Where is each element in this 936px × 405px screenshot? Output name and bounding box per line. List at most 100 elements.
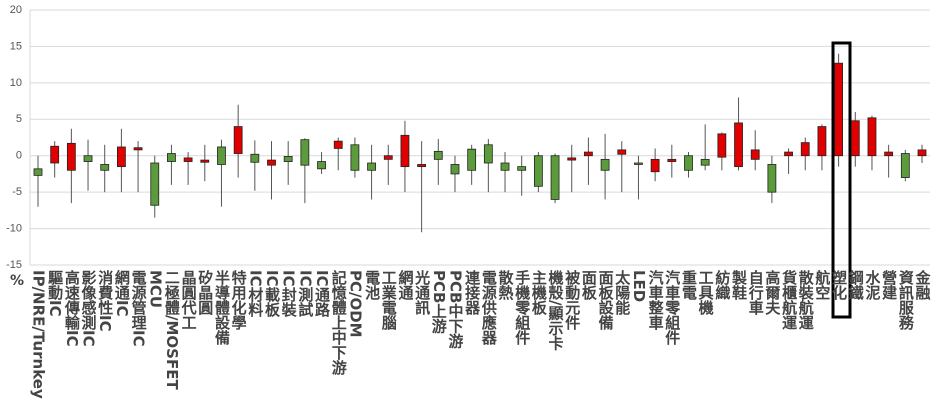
x-tick-label: 連接器 (463, 270, 481, 315)
candle-body (300, 139, 310, 166)
candle-body (483, 144, 493, 164)
candle-body (250, 153, 260, 163)
x-tick-label: 鋼鐵 (846, 270, 864, 300)
x-tick-label: 塑化 (830, 270, 848, 300)
candle-body (734, 122, 743, 168)
x-tick-label: 太陽能 (613, 270, 631, 315)
candle-body (767, 164, 777, 193)
candle-body (467, 148, 477, 171)
x-tick-label: 製鞋 (730, 270, 748, 300)
x-tick-label: 晶圓代工 (179, 270, 197, 330)
candle-body (150, 162, 160, 206)
candle-body (667, 158, 677, 162)
candle-body (867, 117, 877, 157)
x-tick-label: 資訊服務 (896, 270, 914, 330)
x-tick-label: 主機板 (529, 270, 547, 315)
x-tick-label: 被動元件 (563, 270, 581, 330)
y-tick-label: -5 (12, 186, 22, 198)
x-tick-label: 網通IC (112, 270, 130, 317)
candle-body (50, 145, 60, 164)
x-tick-label: 面板設備 (596, 270, 614, 330)
x-tick-label: PCB中下游 (446, 270, 464, 349)
candle-body (383, 155, 393, 160)
x-tick-label: PC/ODM (346, 270, 364, 338)
x-tick-label: IC通路 (313, 270, 331, 317)
x-tick-label: 網通 (396, 270, 414, 300)
x-tick-label: 工具機 (696, 270, 714, 315)
candle-body (567, 157, 577, 161)
x-tick-label: 光通訊 (413, 270, 431, 315)
x-tick-label: IC材料 (246, 270, 264, 317)
candle-body (100, 164, 110, 171)
y-tick-label: 0 (16, 150, 22, 162)
x-tick-label: 高速傳輸IC (62, 270, 80, 347)
candle-body (400, 134, 410, 168)
x-tick-label: 自行車 (746, 270, 764, 315)
y-tick-label: 5 (16, 113, 22, 125)
candle-body (267, 159, 276, 166)
candle-body (83, 155, 93, 162)
y-tick-label: 15 (10, 40, 22, 52)
x-tick-label: IC封裝 (279, 270, 297, 317)
y-tick-label: -10 (6, 222, 22, 234)
y-tick-label: -15 (6, 259, 22, 271)
x-tick-label: 工業電腦 (379, 270, 397, 330)
x-tick-label: 散裝航運 (796, 270, 814, 330)
x-tick-label: 記憶體上中下游 (329, 270, 347, 375)
y-tick-label: 20 (10, 4, 22, 16)
candle-body (200, 159, 210, 163)
x-tick-label: 營建 (880, 270, 898, 300)
x-tick-label: 矽晶圓 (196, 270, 214, 315)
x-tick-label: 電源管理IC (129, 270, 147, 347)
y-tick-label: 10 (10, 77, 22, 89)
candle-body (417, 164, 427, 168)
candle-body (500, 162, 510, 171)
candle-body (850, 120, 860, 157)
candle-body (233, 126, 243, 154)
y-axis-label: % (10, 273, 25, 289)
candle-body (183, 157, 193, 162)
x-tick-label: 航空 (813, 270, 831, 300)
x-tick-label: 機殼/顯示卡 (546, 270, 564, 351)
x-tick-label: 二極體/MOSFET (162, 270, 180, 390)
candle-body (350, 144, 360, 171)
x-tick-label: LED (629, 270, 647, 303)
candle-body (600, 158, 610, 171)
candle-body (800, 142, 810, 157)
candle-body (900, 153, 910, 178)
x-tick-label: MCU (146, 270, 164, 309)
candle-body (750, 149, 760, 160)
x-tick-label: 水泥 (863, 270, 881, 300)
candle-body (217, 146, 226, 165)
x-tick-label: 汽車整車 (646, 270, 664, 330)
x-tick-label: 半導體設備 (212, 270, 230, 345)
candle-body (317, 161, 326, 170)
candle-body (450, 164, 460, 175)
candle-body (333, 140, 343, 149)
x-tick-label: IP/NRE/Turnkey (29, 270, 47, 399)
candle-body (584, 151, 593, 157)
candle-body (116, 146, 126, 168)
candle-body (433, 150, 443, 160)
x-tick-label: 金融 (913, 270, 931, 300)
x-tick-label: 驅動IC (46, 270, 64, 317)
x-tick-label: IC載板 (263, 270, 280, 317)
x-tick-label: 紡織 (713, 270, 731, 300)
x-tick-label: IC測試 (296, 270, 314, 317)
x-tick-label: 貨櫃航運 (780, 270, 798, 330)
candle-body (283, 156, 293, 162)
x-tick-label: 特用化學 (229, 270, 247, 330)
candle-body (533, 155, 543, 187)
candle-body (717, 133, 727, 158)
candle-body (917, 149, 927, 157)
candle-body (167, 153, 176, 162)
candle-body (884, 151, 894, 157)
x-tick-label: 重電 (679, 270, 697, 300)
x-tick-label: 散熱 (496, 270, 514, 300)
candle-body (634, 162, 643, 165)
x-tick-label: 消費性IC (96, 270, 114, 332)
x-tick-label: 汽車零組件 (663, 270, 681, 345)
candle-body (367, 162, 376, 171)
